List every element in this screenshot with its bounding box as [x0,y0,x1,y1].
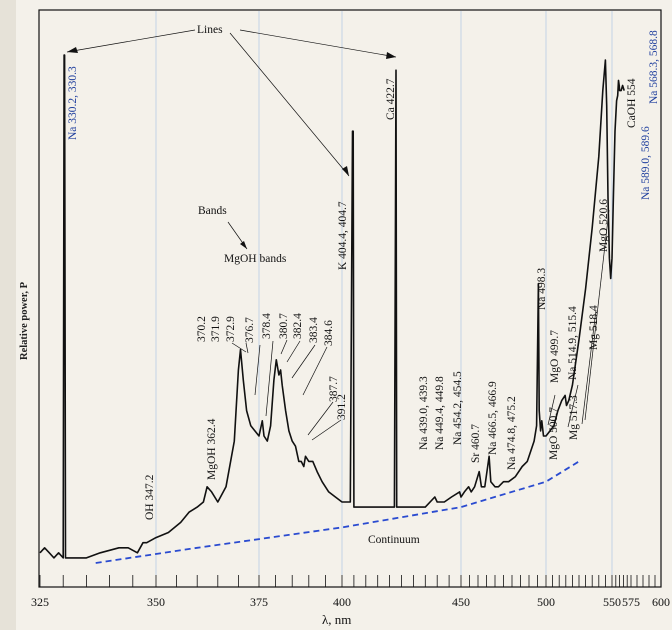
label-mgo-499: MgO 499.7 [549,330,561,383]
label-mg-518: Mg 518.4 [588,305,600,350]
label-na-466: Na 466.5, 466.9 [487,381,499,455]
bands-label: Bands [198,205,227,217]
mgoh-bands-label: MgOH bands [224,253,287,265]
label-mg-517: Mg 517.3 [568,395,580,440]
y-axis-label: Relative power, P [19,281,30,360]
spectrum-line [39,54,625,559]
x-tick-label: 375 [250,595,268,609]
band-label: 371.9 [210,316,222,342]
band-label: 376.7 [244,317,256,343]
label-na-589: Na 589.0, 589.6 [640,126,652,200]
band-label: 370.2 [196,316,208,342]
x-tick-label: 400 [333,595,351,609]
label-na-498: Na 498.3 [536,268,548,310]
label-mgo-520: MgO 520.6 [598,199,610,252]
label-na-439: Na 439.0, 439.3 [418,376,430,450]
label-oh-347: OH 347.2 [144,474,156,520]
band-label: 378.4 [261,313,273,339]
x-axis-label: λ, nm [322,612,351,627]
leader-lines [66,29,610,441]
label-na-474: Na 474.8, 475.2 [506,396,518,470]
band-label: 372.9 [225,316,237,342]
x-tick-label: 325 [31,595,49,609]
label-na-568: Na 568.3, 568.8 [648,30,660,104]
label-na-330: Na 330.2, 330.3 [67,66,79,140]
band-label: 380.7 [278,313,290,339]
continuum-line [95,460,580,564]
label-ca-422: Ca 422.7 [385,78,397,120]
band-label: 383.4 [308,317,320,343]
label-na-514: Na 514.9, 515.4 [567,306,579,380]
x-tick-label: 500 [537,595,555,609]
band-label: 387.7 [328,376,340,402]
lines-label: Lines [197,24,223,36]
x-ticks: 325 350 375 400 450 500 550 575 600 [31,575,670,609]
band-label: 382.4 [292,313,304,339]
x-tick-label: 600 [652,595,670,609]
x-tick-label: 575 [622,595,640,609]
band-label: 384.6 [323,320,335,346]
label-mgoh-362: MgOH 362.4 [206,418,218,480]
label-k-404: K 404.4, 404.7 [337,201,349,270]
label-sr-460: Sr 460.7 [470,424,482,463]
band-label: 391.2 [336,394,348,420]
plot-frame [38,9,662,588]
x-tick-label: 350 [147,595,165,609]
label-na-454: Na 454.2, 454.5 [452,371,464,445]
label-caoh-554: CaOH 554 [626,78,638,128]
x-tick-label: 450 [452,595,470,609]
continuum-label: Continuum [368,534,420,546]
x-tick-label: 550 [603,595,621,609]
label-na-449: Na 449.4, 449.8 [434,376,446,450]
annotation-labels: Lines Bands MgOH bands Continuum Na 330.… [67,24,660,546]
label-mgo-500: MgO 500.7 [548,407,560,460]
grid-layer [155,11,613,575]
